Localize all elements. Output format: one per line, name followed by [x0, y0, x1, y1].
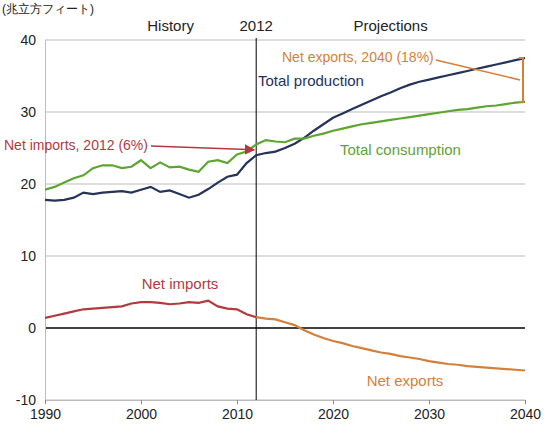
- x-tick-mark: [141, 400, 142, 404]
- y-tick-label: 40: [20, 32, 36, 48]
- x-tick-label: 2040: [510, 406, 541, 422]
- series-line: [45, 58, 525, 201]
- chart: -100102030401990200020102020203020402012…: [0, 0, 559, 434]
- annotation-leader: [436, 60, 520, 80]
- annotation: Net exports, 2040 (18%): [282, 49, 434, 65]
- x-axis-line: [46, 400, 526, 401]
- x-tick-mark: [45, 400, 46, 404]
- y-tick: 20: [20, 176, 45, 192]
- y-axis-title: (兆立方フィート): [2, 2, 94, 16]
- grid-line: [45, 327, 525, 328]
- x-tick-mark: [429, 400, 430, 404]
- divider-label: 2012: [240, 17, 273, 34]
- x-tick-mark: [525, 400, 526, 404]
- x-tick-label: 2030: [414, 406, 445, 422]
- series-line: [45, 301, 256, 318]
- grid-line: [45, 40, 525, 41]
- x-axis: 1990 2000 2010 2020 2030 2040: [30, 400, 541, 422]
- y-tick-label: 20: [20, 176, 36, 192]
- x-tick: 2030: [414, 400, 445, 422]
- grid-line: [45, 256, 525, 257]
- lines: [45, 58, 525, 370]
- y-tick: 0: [28, 320, 45, 336]
- grid-line: [45, 400, 525, 401]
- x-tick-label: 1990: [30, 406, 61, 422]
- divider-line: [256, 38, 257, 400]
- annotation: Net imports, 2012 (6%): [4, 137, 148, 153]
- x-tick: 2020: [318, 400, 349, 422]
- series-label: Net exports: [367, 372, 444, 389]
- x-tick-label: 2000: [126, 406, 157, 422]
- grid: [45, 40, 525, 400]
- y-tick-label: 10: [20, 248, 36, 264]
- x-tick-mark: [333, 400, 334, 404]
- y-axis-line: [45, 41, 46, 401]
- y-axis: -10010203040: [16, 32, 46, 408]
- y-tick-label: 30: [20, 104, 36, 120]
- period-label: History: [147, 17, 194, 34]
- y-tick: 10: [20, 248, 45, 264]
- x-tick-label: 2010: [222, 406, 253, 422]
- series-line: [256, 317, 525, 370]
- grid-line: [45, 184, 525, 185]
- series-label: Total consumption: [340, 141, 461, 158]
- y-tick-label: 0: [28, 320, 36, 336]
- y-tick: 30: [20, 104, 45, 120]
- series-label: Total production: [258, 72, 364, 89]
- annotations: Net imports, 2012 (6%) Net exports, 2040 …: [4, 49, 523, 153]
- y-tick: 40: [20, 32, 45, 48]
- x-tick: 2040: [510, 400, 541, 422]
- x-tick-label: 2020: [318, 406, 349, 422]
- period-label: Projections: [353, 17, 427, 34]
- x-tick-mark: [237, 400, 238, 404]
- series-label: Net imports: [142, 275, 219, 292]
- annotation-arrow: [151, 146, 254, 150]
- x-tick: 2010: [222, 400, 253, 422]
- x-tick: 2000: [126, 400, 157, 422]
- x-tick: 1990: [30, 400, 61, 422]
